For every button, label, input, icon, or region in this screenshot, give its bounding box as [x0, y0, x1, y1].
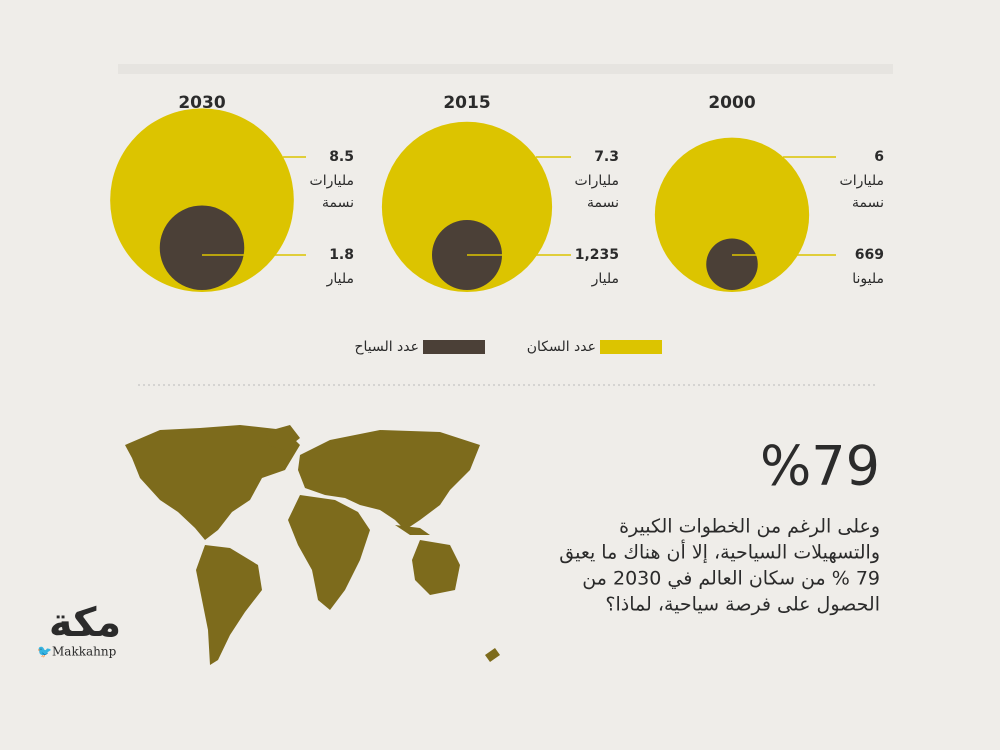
unit-label: نسمة [587, 195, 619, 211]
logo-handle: Makkahnp [52, 645, 117, 659]
legend-label: عدد السياح [354, 339, 419, 355]
value-label: 669 [855, 247, 884, 263]
top-band [118, 64, 893, 74]
stat-text: وعلى الرغم من الخطوات الكبيرة [619, 516, 880, 538]
stat-text: والتسهيلات السياحية، إلا أن هناك ما يعيق [559, 540, 880, 565]
tourist-circle [159, 205, 245, 290]
unit-label: مليارات [310, 173, 354, 189]
value-label: 8.5 [329, 149, 354, 165]
year-label: 2015 [443, 93, 490, 113]
unit-label: مليار [591, 271, 619, 287]
value-label: 1.8 [329, 247, 354, 263]
unit-label: مليار [326, 271, 354, 287]
stat-headline: %79 [760, 435, 880, 498]
year-label: 2030 [178, 93, 225, 113]
population-circle [110, 108, 294, 292]
legend-swatch [423, 340, 485, 354]
value-label: 6 [874, 149, 884, 165]
unit-label: مليارات [575, 173, 619, 189]
logo: مكة 🐦 Makkahnp [37, 600, 121, 659]
year-label: 2000 [708, 93, 755, 113]
value-label: 1,235 [575, 247, 619, 263]
unit-label: مليونا [852, 271, 884, 287]
world-map [125, 425, 500, 665]
legend-label: عدد السكان [527, 339, 596, 355]
unit-label: نسمة [852, 195, 884, 211]
tourist-circle [706, 238, 758, 290]
population-circle [654, 137, 810, 292]
logo-name: مكة [49, 600, 121, 646]
stat-text: الحصول على فرصة سياحية، لماذا؟ [605, 594, 880, 616]
stat-text: 79 % من سكان العالم في 2030 من [582, 568, 880, 590]
value-label: 7.3 [594, 149, 619, 165]
logo-bird: 🐦 [37, 645, 52, 659]
population-circle [381, 121, 553, 292]
unit-label: نسمة [322, 195, 354, 211]
legend-swatch [600, 340, 662, 354]
unit-label: مليارات [840, 173, 884, 189]
